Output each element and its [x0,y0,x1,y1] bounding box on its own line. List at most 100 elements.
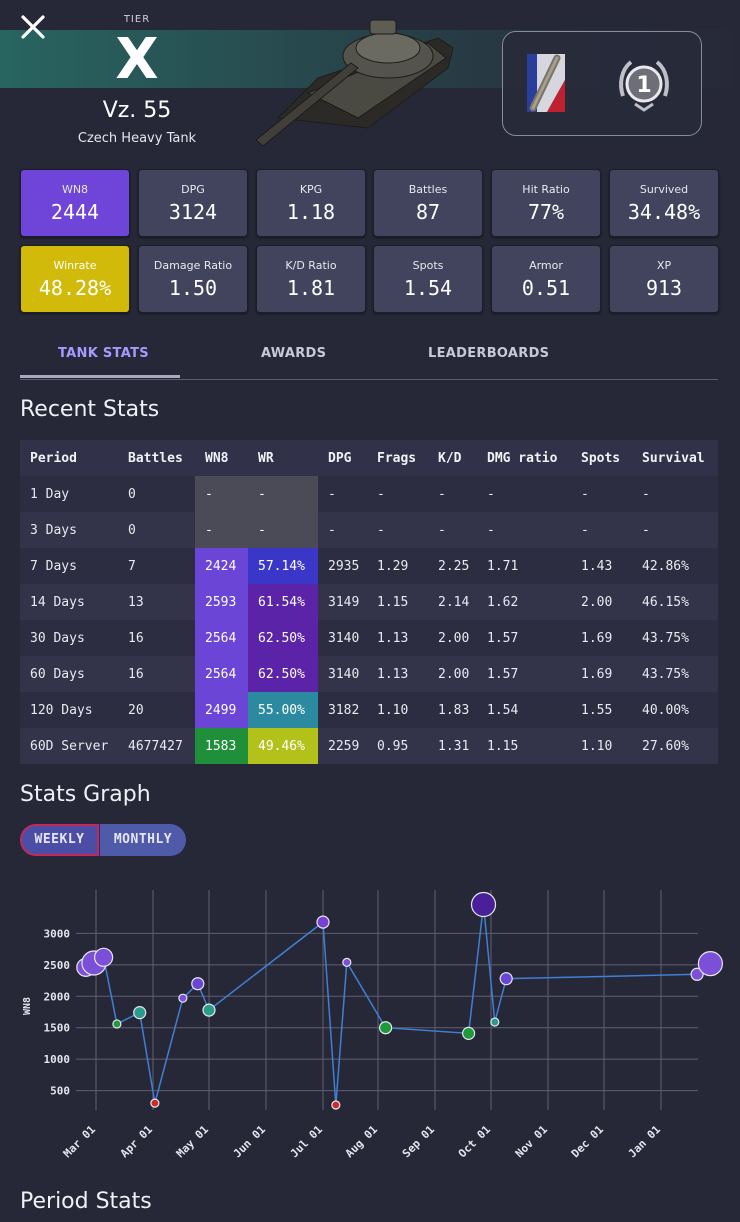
card-hit-ratio: Hit Ratio 77% [491,169,601,237]
cell-wn8: - [195,476,248,512]
series-line [85,904,711,1106]
cell-wr: 57.14% [248,548,318,584]
data-point [112,1019,122,1029]
tab-leaderboards[interactable]: LEADERBOARDS [428,346,550,361]
cell-battles: 20 [118,692,195,728]
cell-battles: 16 [118,656,195,692]
card-value: 1.50 [168,276,218,300]
cell-dmg: - [477,476,571,512]
card-label: WN8 [61,183,89,196]
cell-dpg: 3140 [318,656,367,692]
card-value: 1.81 [286,276,336,300]
data-point [202,1003,216,1017]
column-header: DMG ratio [477,440,571,476]
cell-period: 1 Day [20,476,118,512]
tab-tank-stats[interactable]: TANK STATS [58,346,149,361]
card-value: 913 [645,276,683,300]
x-tick-label: Apr 01 [118,1123,156,1161]
active-tab-indicator [20,375,180,378]
x-tick-label: May 01 [174,1123,212,1161]
cell-wn8: 2424 [195,548,248,584]
cell-dmg: 1.57 [477,620,571,656]
cell-dpg: 3182 [318,692,367,728]
column-header: WR [248,440,318,476]
cell-dpg: 3149 [318,584,367,620]
x-tick-label: Jan 01 [626,1123,664,1161]
badge-panel: 1 [502,31,702,136]
x-tick-label: Mar 01 [61,1123,99,1161]
cell-wn8: 2499 [195,692,248,728]
cell-spots: 2.00 [571,584,632,620]
x-tick-label: Oct 01 [456,1123,494,1161]
data-point [331,1100,341,1110]
cell-wr: 61.54% [248,584,318,620]
cell-frags: - [367,512,428,548]
data-point [690,967,704,981]
tank-header: TIER X Vz. 55 Czech Heavy Tank 1 [0,0,740,160]
cell-period: 14 Days [20,584,118,620]
cell-dmg: 1.15 [477,728,571,764]
cell-survival: - [632,476,718,512]
card-label: Damage Ratio [153,259,233,272]
x-tick-label: Jun 01 [231,1123,269,1161]
table-row: 60D Server 4677427 1583 49.46% 2259 0.95 1.31 1… [20,728,718,764]
cell-battles: 4677427 [118,728,195,764]
data-point [379,1021,393,1035]
close-icon[interactable] [18,12,48,42]
column-header: WN8 [195,440,248,476]
weekly-toggle-button[interactable]: WEEKLY [20,824,99,856]
cell-kd: 2.14 [428,584,477,620]
period-toggle: WEEKLY MONTHLY [20,824,186,856]
table-row: 60 Days 16 2564 62.50% 3140 1.13 2.00 1.57 1.69 4… [20,656,718,692]
y-tick-label: 500 [50,1085,70,1098]
tank-type: Czech Heavy Tank [77,131,197,146]
y-tick-label: 2500 [44,959,71,972]
card-survived: Survived 34.48% [609,169,719,237]
card-battles: Battles 87 [373,169,483,237]
tank-image [255,19,454,147]
cell-period: 7 Days [20,548,118,584]
x-tick-label: Nov 01 [513,1123,551,1161]
data-point [462,1026,476,1040]
card-label: DPG [181,183,205,196]
data-point [697,950,724,977]
cell-wn8: 2593 [195,584,248,620]
cell-wr: 49.46% [248,728,318,764]
card-kpg: KPG 1.18 [256,169,366,237]
cell-wn8: - [195,512,248,548]
cell-spots: 1.69 [571,620,632,656]
cell-period: 60D Server [20,728,118,764]
cell-frags: 1.10 [367,692,428,728]
table-row: 30 Days 16 2564 62.50% 3140 1.13 2.00 1.57 1.69 4… [20,620,718,656]
y-tick-label: 1500 [44,1022,71,1035]
card-xp: XP 913 [609,245,719,313]
cell-survival: 27.60% [632,728,718,764]
card-value: 1.54 [403,276,453,300]
card-value: 87 [415,200,441,224]
cell-survival: 46.15% [632,584,718,620]
column-header: DPG [318,440,367,476]
card-label: Armor [529,259,563,272]
cell-frags: 1.13 [367,620,428,656]
cell-survival: 43.75% [632,656,718,692]
monthly-toggle-button[interactable]: MONTHLY [99,824,186,856]
czech-flag-icon [527,54,565,112]
cell-kd: 2.00 [428,620,477,656]
cell-dmg: 1.57 [477,656,571,692]
stats-graph-title: Stats Graph [20,782,151,807]
cell-dpg: 2259 [318,728,367,764]
mastery-badge-number: 1 [636,73,651,98]
x-tick-label: Jul 01 [288,1123,326,1161]
cell-battles: 0 [118,512,195,548]
cell-dmg: 1.62 [477,584,571,620]
tab-awards[interactable]: AWARDS [261,346,327,361]
card-spots: Spots 1.54 [373,245,483,313]
cell-wr: 55.00% [248,692,318,728]
column-header: Period [20,440,118,476]
recent-stats-table: Period Battles WN8 WR DPG Frags K/D DMG … [20,440,718,764]
cell-battles: 7 [118,548,195,584]
cell-battles: 0 [118,476,195,512]
table-header-row: Period Battles WN8 WR DPG Frags K/D DMG … [20,440,718,476]
cell-survival: 42.86% [632,548,718,584]
cell-survival: 43.75% [632,620,718,656]
